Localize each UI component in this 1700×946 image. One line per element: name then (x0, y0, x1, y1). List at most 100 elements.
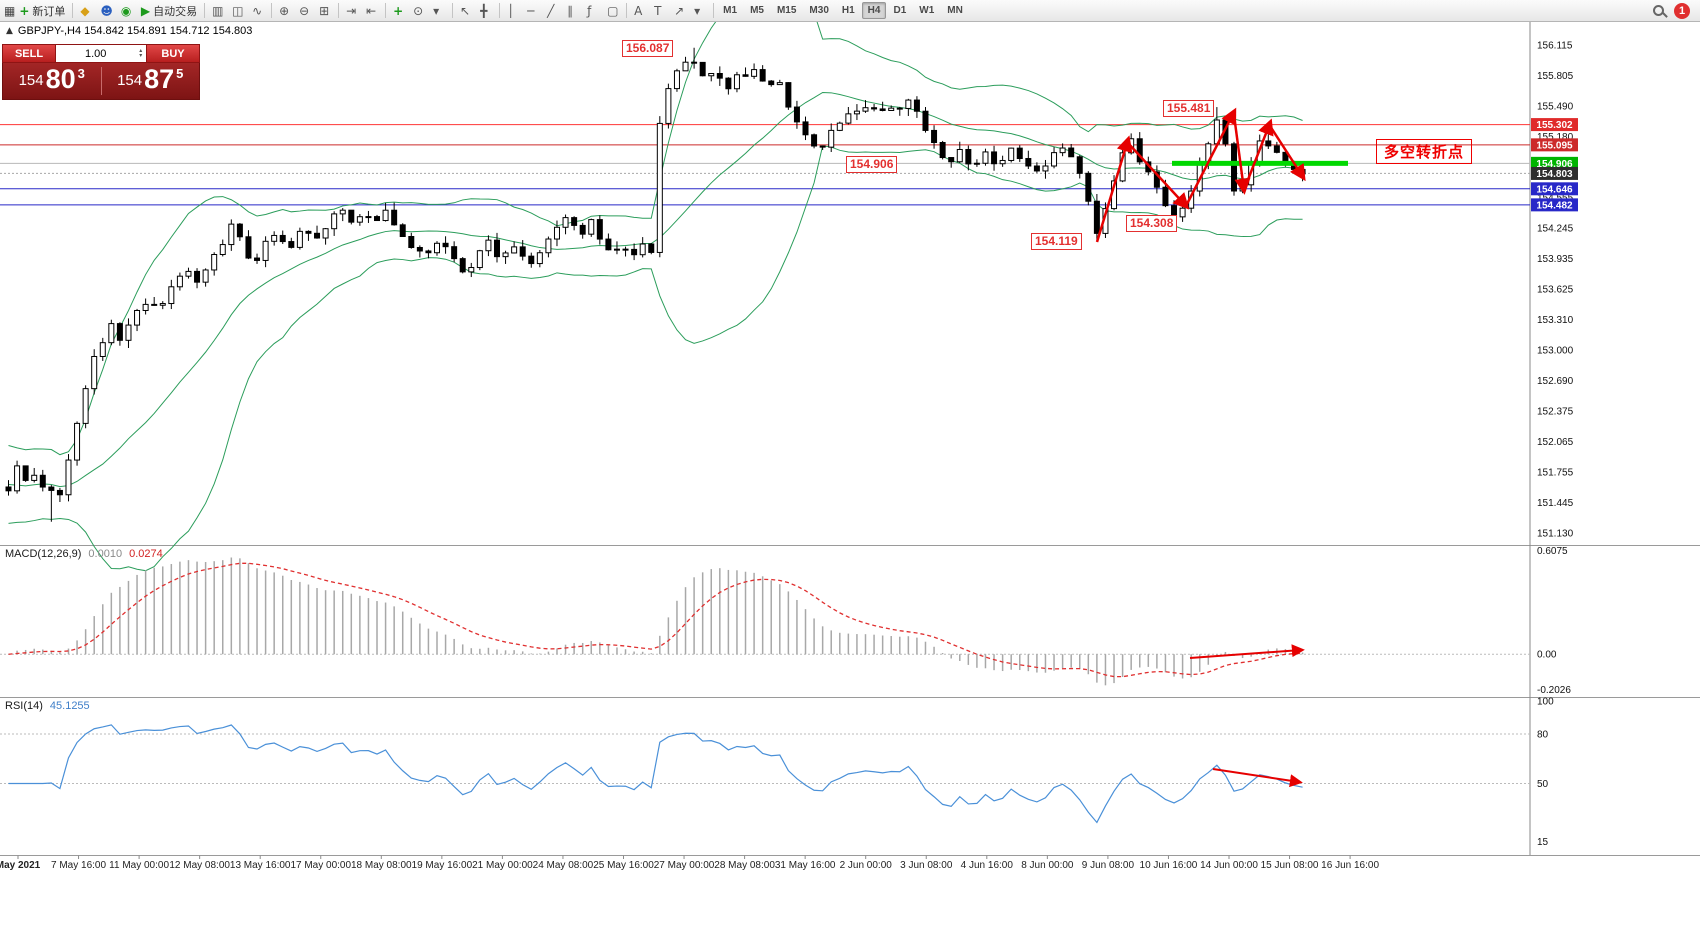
svg-text:152.375: 152.375 (1537, 407, 1574, 418)
indicators-button[interactable]: + (389, 1, 409, 20)
symbol-marker-icon: ▲ (6, 26, 13, 36)
svg-text:0.6075: 0.6075 (1537, 546, 1568, 557)
svg-text:15: 15 (1537, 837, 1549, 848)
svg-text:153.935: 153.935 (1537, 254, 1574, 265)
svg-text:25 May 16:00: 25 May 16:00 (593, 860, 654, 871)
cursor-button[interactable]: ↖ (456, 1, 476, 20)
search-icon[interactable] (1653, 5, 1664, 16)
indicators-icon: + (393, 3, 404, 18)
candlestick-chart-button[interactable]: ◫ (228, 1, 248, 20)
svg-text:19 May 16:00: 19 May 16:00 (412, 860, 473, 871)
buy-price-main: 87 (144, 63, 175, 94)
toolbar-right: 1 (1653, 2, 1696, 19)
autotrading-play-icon: ▶ (140, 3, 151, 18)
timeframe-MN[interactable]: MN (941, 2, 969, 19)
app-icon: ▦ (4, 3, 16, 18)
buy-price-prefix: 154 (117, 72, 143, 90)
price-annotation[interactable]: 155.481 (1163, 100, 1215, 117)
svg-text:80: 80 (1537, 730, 1549, 741)
timeframe-W1[interactable]: W1 (913, 2, 940, 19)
tile-windows-button[interactable]: ⊞ (315, 1, 335, 20)
volume-stepper[interactable]: ▴ ▾ (135, 47, 146, 59)
bar-chart-icon: ▥ (212, 3, 224, 18)
channel-button[interactable]: ∥ (563, 1, 583, 20)
sell-button[interactable]: SELL (2, 44, 56, 63)
symbol-ohlc-label: ▲ GBPJPY-,H4 154.842 154.891 154.712 154… (6, 25, 252, 37)
toolbar-separator (271, 3, 273, 18)
profiles-button[interactable]: ☻ (96, 1, 117, 20)
zoom-in-icon: ⊕ (279, 3, 290, 18)
vertical-line-button[interactable]: │ (503, 1, 523, 20)
shapes-icon: ▢ (607, 3, 619, 18)
fibonacci-button[interactable]: ƒ (583, 1, 603, 20)
channel-icon: ∥ (567, 3, 574, 18)
macd-value-signal: 0.0274 (129, 548, 163, 560)
metaeditor-button[interactable]: ◆ (76, 1, 96, 20)
zoom-out-button[interactable]: ⊖ (295, 1, 315, 20)
new-order-button[interactable]: + 新订单 (15, 1, 69, 20)
market-watch-button[interactable]: ◉ (117, 1, 137, 20)
svg-text:2 Jun 00:00: 2 Jun 00:00 (840, 860, 893, 871)
svg-text:18 May 08:00: 18 May 08:00 (351, 860, 412, 871)
crosshair-button[interactable]: ╋ (476, 1, 496, 20)
toolbar-separator (338, 3, 340, 18)
horizontal-line-button[interactable]: ─ (523, 1, 543, 20)
toolbar-separator (626, 3, 628, 18)
timeframe-H4[interactable]: H4 (861, 2, 887, 19)
zoom-in-button[interactable]: ⊕ (275, 1, 295, 20)
arrow-tool-icon: ↗ (674, 3, 685, 18)
shapes-button[interactable]: ▢ (603, 1, 623, 20)
svg-text:154.482: 154.482 (1536, 200, 1573, 211)
trendline-button[interactable]: ╱ (543, 1, 563, 20)
price-annotation[interactable]: 154.119 (1031, 233, 1082, 250)
buy-price[interactable]: 154 87 5 (102, 63, 200, 95)
price-annotation[interactable]: 156.087 (622, 40, 674, 57)
line-chart-button[interactable]: ∿ (248, 1, 268, 20)
cycles-button[interactable]: ⊙ (409, 1, 429, 20)
svg-text:152.690: 152.690 (1537, 376, 1574, 387)
svg-text:154.646: 154.646 (1536, 184, 1573, 195)
autotrading-button[interactable]: ▶ 自动交易 (137, 1, 201, 20)
svg-text:151.130: 151.130 (1537, 529, 1574, 540)
svg-text:155.302: 155.302 (1536, 120, 1573, 131)
arrows-button[interactable]: ↗ (670, 1, 690, 20)
chart-shift-button[interactable]: ⇤ (362, 1, 382, 20)
stepper-up-icon[interactable]: ▴ (139, 47, 143, 54)
rsi-name: RSI(14) (5, 700, 43, 712)
text-label-button[interactable]: T (650, 1, 670, 20)
svg-text:May 2021: May 2021 (0, 860, 41, 871)
timeframe-D1[interactable]: D1 (887, 2, 912, 19)
macd-name: MACD(12,26,9) (5, 548, 82, 560)
volume-input[interactable] (56, 47, 136, 60)
sell-price[interactable]: 154 80 3 (3, 65, 101, 95)
bar-chart-button[interactable]: ▥ (208, 1, 228, 20)
text-button[interactable]: A (630, 1, 650, 20)
svg-text:50: 50 (1537, 779, 1549, 790)
svg-text:10 Jun 16:00: 10 Jun 16:00 (1140, 860, 1198, 871)
timeframe-M5[interactable]: M5 (744, 2, 770, 19)
timeframe-M30[interactable]: M30 (803, 2, 834, 19)
svg-text:3 Jun 08:00: 3 Jun 08:00 (900, 860, 953, 871)
svg-text:14 Jun 00:00: 14 Jun 00:00 (1200, 860, 1258, 871)
timeframe-M1[interactable]: M1 (717, 2, 743, 19)
price-annotation[interactable]: 154.308 (1126, 215, 1178, 232)
turning-point-callout[interactable]: 多空转折点 (1376, 139, 1473, 164)
buy-price-pip: 5 (176, 65, 184, 81)
timeframe-M15[interactable]: M15 (771, 2, 802, 19)
stepper-down-icon[interactable]: ▾ (139, 52, 143, 59)
svg-text:7 May 16:00: 7 May 16:00 (51, 860, 106, 871)
chevron-down-icon: ▾ (694, 3, 701, 18)
indicators-dropdown[interactable]: ▾ (429, 1, 449, 20)
svg-text:155.095: 155.095 (1536, 140, 1573, 151)
auto-scroll-button[interactable]: ⇥ (342, 1, 362, 20)
notification-badge[interactable]: 1 (1674, 2, 1690, 19)
objects-dropdown[interactable]: ▾ (690, 1, 710, 20)
timeframe-H1[interactable]: H1 (836, 2, 861, 19)
buy-button[interactable]: BUY (146, 44, 200, 63)
price-annotation[interactable]: 154.906 (846, 156, 898, 173)
svg-text:24 May 08:00: 24 May 08:00 (533, 860, 594, 871)
sell-price-pip: 3 (77, 65, 85, 81)
cursor-icon: ↖ (460, 3, 471, 18)
autotrading-label: 自动交易 (153, 5, 198, 18)
